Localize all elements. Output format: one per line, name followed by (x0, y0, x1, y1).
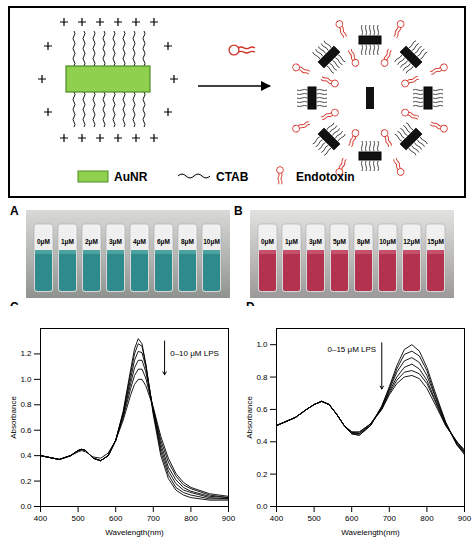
svg-text:0.4: 0.4 (20, 451, 32, 460)
svg-text:1μM: 1μM (285, 238, 298, 246)
svg-text:3μM: 3μM (309, 238, 322, 246)
svg-text:800: 800 (184, 514, 198, 523)
html-text:C: C (10, 300, 19, 314)
svg-text:0μM: 0μM (261, 238, 274, 246)
svg-text:0–15 μM LPS: 0–15 μM LPS (327, 345, 376, 354)
svg-text:0μM: 0μM (37, 238, 50, 246)
svg-text:Wavelength(nm): Wavelength(nm) (105, 528, 164, 537)
svg-text:500: 500 (71, 514, 85, 523)
svg-text:700: 700 (383, 514, 397, 523)
svg-text:400: 400 (34, 514, 48, 523)
svg-text:AuNR: AuNR (114, 170, 148, 184)
svg-text:0.8: 0.8 (20, 400, 32, 409)
svg-text:Endotoxin: Endotoxin (296, 170, 355, 184)
svg-text:5μM: 5μM (333, 238, 346, 246)
svg-text:900: 900 (222, 514, 236, 523)
svg-text:10μM: 10μM (379, 238, 396, 246)
svg-text:0.2: 0.2 (20, 477, 32, 486)
svg-text:0.0: 0.0 (20, 502, 32, 511)
svg-text:8μM: 8μM (357, 238, 370, 246)
svg-text:0.8: 0.8 (256, 373, 268, 382)
html-text:A: A (10, 204, 19, 218)
svg-text:3μM: 3μM (109, 238, 122, 246)
svg-text:1μM: 1μM (61, 238, 74, 246)
svg-text:12μM: 12μM (403, 238, 420, 246)
svg-text:600: 600 (345, 514, 359, 523)
svg-text:4μM: 4μM (133, 238, 146, 246)
svg-text:15μM: 15μM (427, 238, 444, 246)
svg-text:800: 800 (420, 514, 434, 523)
svg-text:6μM: 6μM (157, 238, 170, 246)
svg-text:600: 600 (109, 514, 123, 523)
svg-text:0.0: 0.0 (256, 502, 268, 511)
svg-text:0.6: 0.6 (256, 405, 268, 414)
svg-text:1.2: 1.2 (20, 349, 32, 358)
svg-text:CTAB: CTAB (216, 170, 249, 184)
html-text:B: B (234, 204, 243, 218)
svg-text:0.2: 0.2 (256, 470, 268, 479)
html-text:D: D (246, 300, 255, 314)
svg-text:10μM: 10μM (203, 238, 220, 246)
svg-text:1.0: 1.0 (20, 375, 32, 384)
svg-text:8μM: 8μM (181, 238, 194, 246)
svg-text:400: 400 (270, 514, 284, 523)
svg-text:700: 700 (147, 514, 161, 523)
svg-text:Absorbance: Absorbance (245, 396, 254, 439)
svg-text:0.4: 0.4 (256, 437, 268, 446)
svg-text:0–10 μM LPS: 0–10 μM LPS (170, 349, 219, 358)
svg-text:2μM: 2μM (85, 238, 98, 246)
svg-text:Absorbance: Absorbance (9, 396, 18, 439)
svg-text:1.0: 1.0 (256, 340, 268, 349)
svg-text:500: 500 (307, 514, 321, 523)
svg-text:Wavelength(nm): Wavelength(nm) (341, 528, 400, 537)
svg-text:900: 900 (458, 514, 472, 523)
svg-text:0.6: 0.6 (20, 426, 32, 435)
